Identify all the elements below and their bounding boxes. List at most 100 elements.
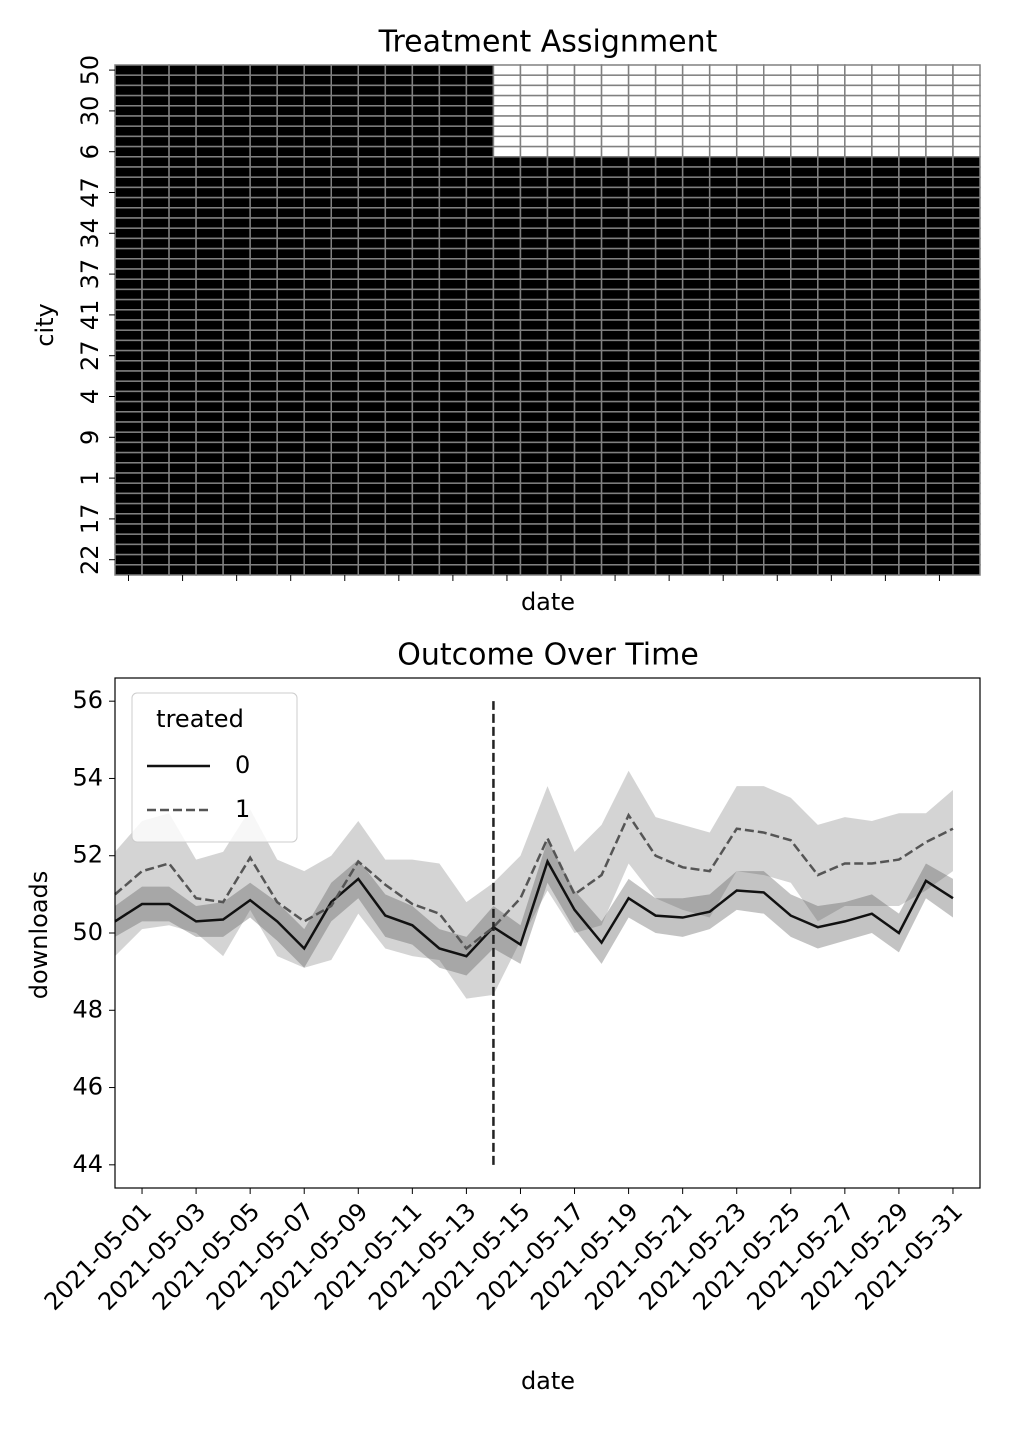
heatmap-cell [925,431,954,444]
heatmap-cell [600,237,630,250]
heatmap-cell [222,411,251,423]
heatmap-cell [681,186,711,199]
heatmap-cell [141,166,170,178]
heatmap-cell [276,329,305,342]
heatmap-cell [330,533,360,546]
heatmap-cell [195,482,224,495]
heatmap-cell [627,482,657,495]
heatmap-cell [735,237,765,250]
heatmap-cell [357,553,387,566]
heatmap-cell [249,258,278,270]
heatmap-cell [168,237,197,250]
heatmap-cell [276,176,305,189]
heatmap-cell [925,247,954,260]
heatmap-cell [492,564,522,576]
heatmap-cell [276,431,305,444]
heatmap-cell [952,176,981,189]
heatmap-cell [600,105,630,117]
heatmap-cell [438,421,468,433]
heatmap-cell [735,502,765,515]
heatmap-cell [195,319,224,331]
heatmap-cell [654,502,684,515]
heatmap-cell [898,309,927,321]
heatmap-cell [249,564,278,576]
heatmap-cell [817,441,846,454]
heatmap-cell [357,115,387,127]
heatmap-cell [763,349,792,362]
heatmap-cell [952,247,981,260]
heatmap-cell [519,247,549,260]
heatmap-cell [600,533,630,546]
heatmap-cell [573,533,603,546]
heatmap-cell [114,502,143,515]
heatmap-cell [222,451,251,464]
heatmap-cell [222,553,251,566]
heatmap-cell [438,472,468,484]
heatmap-cell [357,84,387,97]
heatmap-cell [195,156,224,168]
heatmap-cell [708,380,738,393]
heatmap-cell [357,431,387,444]
heatmap-cell [438,492,468,505]
heatmap-cell [681,472,711,484]
heatmap-cell [411,247,441,260]
heatmap-cell [330,553,360,566]
heatmap-cell [114,564,143,576]
heatmap-cell [519,288,549,301]
heatmap-cell [627,217,657,229]
heatmap-cell [600,227,630,240]
heatmap-cell [519,472,549,484]
heatmap-cell [492,339,522,352]
heatmap-cell [330,298,360,311]
heatmap-cell [871,441,900,454]
heatmap-cell [546,125,576,138]
heatmap-cell [492,288,522,301]
heatmap-cell [465,125,495,138]
heatmap-cell [195,125,224,138]
heatmap-cell [141,553,170,566]
heatmap-cell [925,309,954,321]
heatmap-cell [573,268,603,280]
heatmap-cell [952,513,981,525]
heatmap-cell [627,339,657,352]
heatmap-cell [546,156,576,168]
heatmap-cell [276,227,305,240]
heatmap-cell [168,462,197,474]
heatmap-cell [952,492,981,505]
heatmap-cell [465,74,495,87]
heatmap-cell [195,258,224,270]
heatmap-cell [844,472,873,484]
heatmap-cell [627,227,657,240]
heatmap-cell [357,349,387,362]
heatmap-cell [573,390,603,403]
heatmap-cell [844,258,873,270]
heatmap-cell [465,298,495,311]
heatmap-cell [817,247,846,260]
y-tick-label: 9 [76,430,104,445]
heatmap-cell [790,411,819,423]
heatmap-cell [681,553,711,566]
heatmap-cell [546,472,576,484]
heatmap-cell [898,298,927,311]
heatmap-cell [465,451,495,464]
heatmap-cell [249,125,278,138]
heatmap-cell [249,227,278,240]
heatmap-cell [925,217,954,229]
heatmap-cell [844,564,873,576]
heatmap-cell [384,247,414,260]
heatmap-cell [330,370,360,382]
heatmap-cell [627,441,657,454]
heatmap-cell [546,502,576,515]
heatmap-cell [952,502,981,515]
heatmap-cell [492,135,522,148]
heatmap-cell [790,502,819,515]
heatmap-cell [384,370,414,382]
heatmap-cell [465,237,495,250]
heatmap-cell [492,329,522,342]
heatmap-cell [898,492,927,505]
heatmap-cell [952,451,981,464]
heatmap-cell [925,390,954,403]
heatmap-cell [465,421,495,433]
heatmap-cell [249,482,278,495]
heatmap-cell [925,411,954,423]
